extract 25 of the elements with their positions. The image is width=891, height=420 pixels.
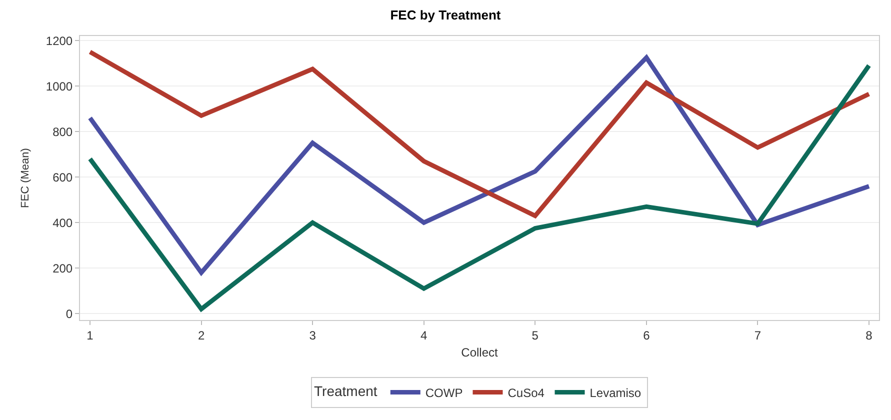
x-tick-label: 8 [866, 328, 873, 342]
chart-title: FEC by Treatment [390, 8, 502, 23]
y-tick-label: 200 [52, 261, 73, 276]
x-tick-label: 3 [309, 328, 316, 342]
line-series [88, 63, 872, 312]
y-tick-label: 600 [52, 170, 73, 184]
x-tick-label: 6 [643, 328, 650, 342]
y-tick-label: 1200 [46, 34, 73, 48]
x-tick-label: 2 [198, 328, 205, 342]
legend-title: Treatment [314, 383, 378, 399]
x-tick-label: 5 [532, 328, 539, 342]
x-tick-label: 7 [754, 328, 762, 342]
legend-label: COWP [425, 386, 463, 400]
y-tick-label: 400 [52, 216, 73, 230]
line-series [88, 55, 872, 275]
y-tick-label: 800 [52, 124, 73, 139]
legend-label: Levamiso [590, 386, 642, 400]
x-tick-label: 1 [86, 328, 94, 342]
x-tick-label: 4 [420, 328, 428, 342]
y-axis-title: FEC (Mean) [20, 148, 32, 208]
line-series [88, 50, 872, 218]
y-tick-label: 1000 [46, 79, 73, 94]
legend-label: CuSo4 [508, 386, 545, 400]
x-axis-title: Collect [461, 345, 498, 360]
y-tick-label: 0 [66, 306, 73, 321]
